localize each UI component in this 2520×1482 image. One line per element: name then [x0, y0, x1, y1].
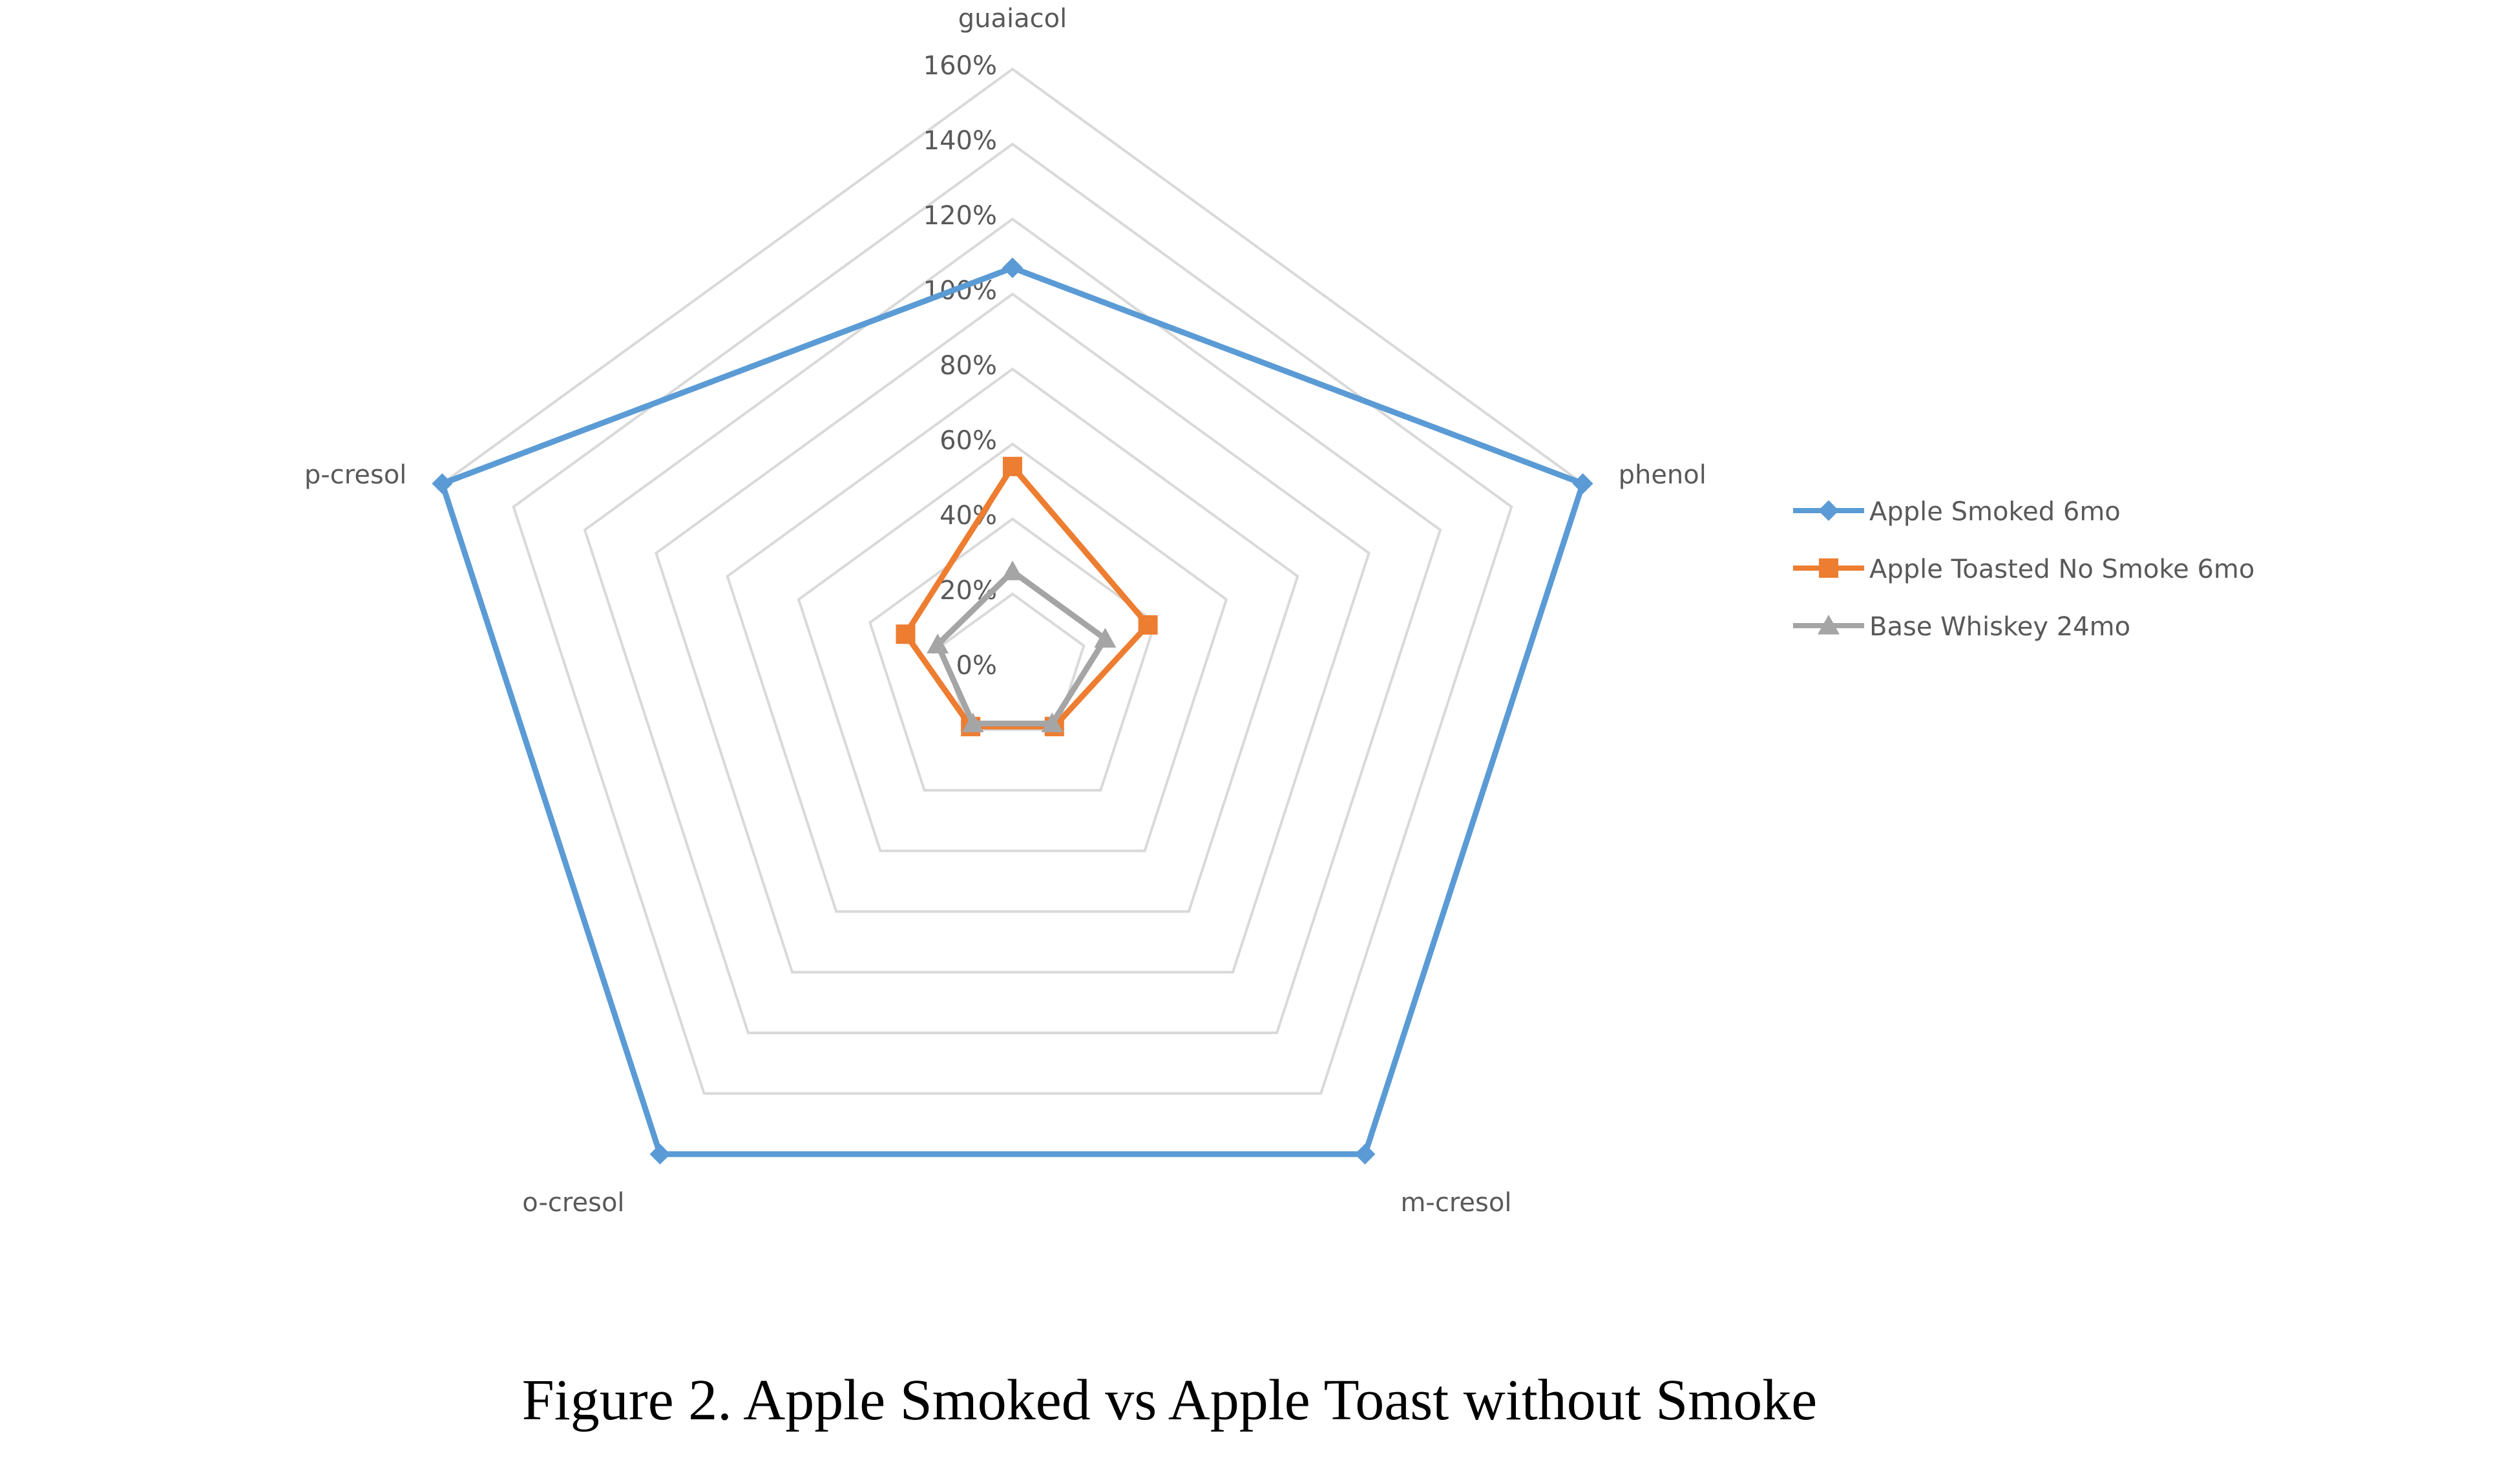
data-point-phenol — [1138, 615, 1158, 635]
legend-marker — [1818, 500, 1839, 521]
r-tick-label: 60% — [940, 426, 997, 456]
grid-ring — [797, 442, 1228, 852]
legend-label: Base Whiskey 24mo — [1869, 612, 2130, 642]
series-apple-smoked-6mo — [432, 257, 1593, 1165]
legend: Apple Smoked 6mo Apple Toasted No Smoke 6… — [1793, 497, 2254, 642]
legend-label: Apple Toasted No Smoke 6mo — [1869, 555, 2254, 584]
r-tick-label: 0% — [956, 651, 997, 681]
r-tick-label: 120% — [923, 201, 997, 231]
legend-item-base-whiskey-24mo: Base Whiskey 24mo — [1793, 612, 2130, 642]
data-point-guaiacol — [1002, 560, 1024, 580]
series-apple-toasted-no-smoke-6mo — [896, 456, 1158, 737]
legend-marker — [1819, 558, 1838, 578]
category-label-p-cresol: p-cresol — [304, 460, 406, 490]
category-label-phenol: phenol — [1619, 460, 1706, 490]
data-point-o-cresol — [961, 712, 984, 733]
legend-marker — [1818, 615, 1840, 635]
r-tick-label: 140% — [923, 126, 997, 156]
radial-tick-labels: 0%20%40%60%80%100%120%140%160% — [923, 51, 997, 681]
grid-ring — [441, 67, 1584, 1156]
data-series — [432, 257, 1593, 1165]
grid-ring — [940, 592, 1086, 731]
data-point-phenol — [1094, 628, 1117, 648]
data-point-o-cresol — [649, 1143, 671, 1165]
data-point-guaiacol — [1003, 456, 1022, 476]
category-label-o-cresol: o-cresol — [522, 1188, 624, 1218]
category-label-m-cresol: m-cresol — [1400, 1188, 1511, 1218]
r-tick-label: 80% — [940, 351, 997, 381]
data-point-p-cresol — [896, 624, 916, 644]
grid-ring — [655, 292, 1370, 974]
data-point-m-cresol — [1041, 712, 1064, 733]
data-point-phenol — [1572, 473, 1593, 494]
series-line — [439, 264, 1586, 1158]
series-line — [903, 463, 1151, 730]
grid-ring — [726, 367, 1299, 913]
series-base-whiskey-24mo — [927, 560, 1117, 733]
radar-grid — [441, 67, 1584, 1156]
data-point-p-cresol — [927, 633, 949, 653]
data-point-guaiacol — [1002, 257, 1023, 279]
legend-label: Apple Smoked 6mo — [1869, 497, 2121, 527]
data-point-p-cresol — [432, 473, 453, 494]
figure-caption: Figure 2. Apple Smoked vs Apple Toast wi… — [521, 1368, 1818, 1432]
grid-ring — [512, 142, 1513, 1095]
r-tick-label: 20% — [940, 576, 997, 606]
category-labels: guaiacol phenol m-cresol o-cresol p-cresol — [304, 4, 1706, 1218]
data-point-m-cresol — [1354, 1143, 1376, 1165]
legend-item-apple-toasted-no-smoke-6mo: Apple Toasted No Smoke 6mo — [1793, 555, 2254, 584]
legend-item-apple-smoked-6mo: Apple Smoked 6mo — [1793, 497, 2121, 527]
category-label-guaiacol: guaiacol — [958, 4, 1067, 34]
series-line — [934, 568, 1108, 726]
grid-ring — [868, 517, 1157, 792]
r-tick-label: 160% — [923, 51, 997, 81]
grid-ring — [583, 217, 1442, 1035]
